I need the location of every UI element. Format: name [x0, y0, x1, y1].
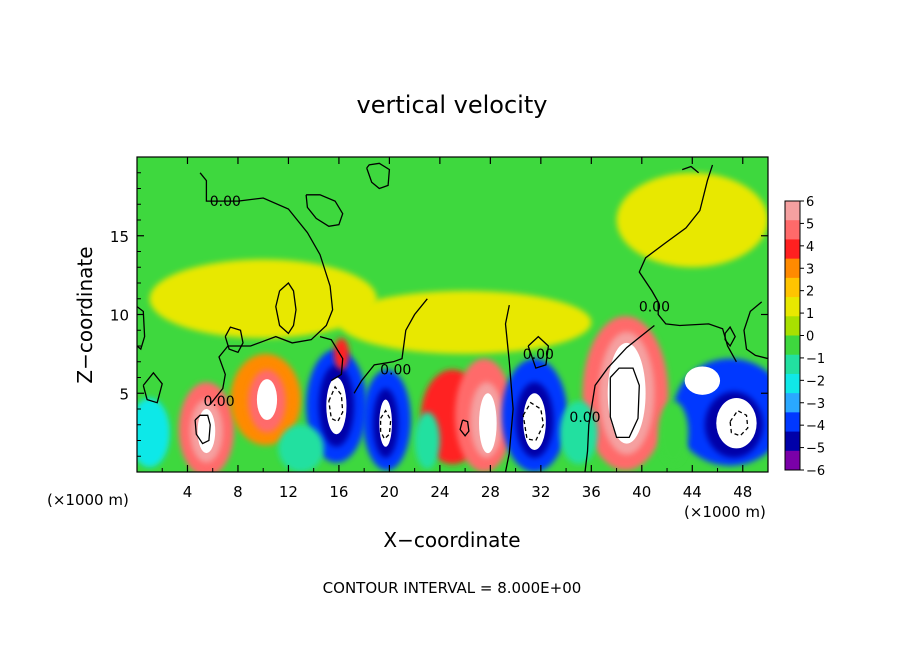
- y-axis-label: Z−coordinate: [73, 246, 97, 383]
- heatmap-cell: [607, 342, 646, 444]
- contour-line-negative: [328, 385, 344, 423]
- colorbar-swatch: [785, 258, 800, 279]
- contour-line-negative: [379, 409, 392, 440]
- contour-line-zero: [743, 301, 768, 360]
- contour-line-zero: [194, 414, 211, 445]
- heatmap-cell: [149, 259, 377, 339]
- colorbar-swatch: [785, 297, 800, 317]
- colorbar-label: 3: [806, 262, 814, 277]
- contour-line-negative: [522, 401, 545, 442]
- colorbar: 6 5 4 3 2 1 0 −1 −2 −3 −4 −5 −6: [784, 195, 825, 479]
- colorbar-swatch: [785, 201, 800, 221]
- heatmap-cell: [523, 393, 546, 450]
- contour-line-zero: [584, 324, 655, 472]
- contour-line-zero: [305, 194, 344, 227]
- contour-label: 0.00: [569, 410, 600, 426]
- heatmap-cell: [658, 401, 689, 465]
- x-unit-right: (×1000 m): [684, 503, 766, 521]
- contour-label: 0.00: [203, 394, 234, 410]
- x-tick-label: 8: [233, 483, 243, 501]
- contour-line-zero: [366, 162, 391, 190]
- contour-line-zero: [353, 298, 428, 394]
- contour-line-zero: [609, 367, 640, 439]
- heatmap-cell: [338, 290, 592, 354]
- colorbar-label: 1: [806, 307, 814, 322]
- contour-line-zero: [504, 304, 514, 472]
- x-tick-label: 24: [430, 483, 449, 501]
- x-tick-label: 20: [380, 483, 399, 501]
- colorbar-swatch: [785, 393, 800, 413]
- y-axis-ticks: 5 10 15: [110, 172, 768, 457]
- contour-line-zero: [459, 419, 470, 437]
- heatmap-cell: [684, 366, 721, 395]
- colorbar-swatch: [785, 316, 800, 336]
- colorbar-label: 0: [806, 330, 814, 345]
- x-tick-label: 16: [329, 483, 348, 501]
- colorbar-swatch: [785, 220, 800, 240]
- heatmap-cell: [326, 377, 347, 435]
- colorbar-swatch: [785, 373, 800, 394]
- x-tick-label: 12: [279, 483, 298, 501]
- y-tick-label: 10: [110, 307, 129, 325]
- colorbar-label: 2: [806, 285, 814, 300]
- heatmap-cell: [716, 397, 757, 449]
- x-tick-label: 44: [683, 483, 702, 501]
- colorbar-swatch: [785, 335, 800, 356]
- contour-line-zero: [224, 326, 244, 354]
- x-unit-left: (×1000 m): [47, 491, 129, 509]
- colorbar-swatch: [785, 277, 800, 298]
- contour-line-zero: [275, 282, 297, 335]
- colorbar-label: 6: [806, 195, 814, 210]
- x-tick-label: 48: [733, 483, 752, 501]
- colorbar-label: −4: [806, 419, 825, 434]
- colorbar-label: −6: [806, 464, 825, 479]
- contour-label: 0.00: [639, 300, 670, 316]
- contour-lines: [137, 162, 768, 472]
- colorbar-label: −2: [806, 374, 825, 389]
- x-tick-label: 36: [582, 483, 601, 501]
- contour-line-zero: [137, 306, 146, 351]
- y-tick-label: 5: [119, 385, 129, 403]
- heatmap-cell: [137, 397, 170, 468]
- heatmap-cell: [414, 412, 440, 469]
- x-tick-label: 32: [531, 483, 550, 501]
- colorbar-label: 4: [806, 240, 814, 255]
- heatmap-cell: [256, 379, 278, 421]
- contour-line-zero: [681, 165, 700, 174]
- colorbar-swatch: [785, 431, 800, 452]
- colorbar-swatch: [785, 450, 800, 471]
- contour-line-zero: [199, 172, 334, 405]
- x-tick-label: 28: [481, 483, 500, 501]
- contour-interval-note: CONTOUR INTERVAL = 8.000E+00: [323, 579, 582, 597]
- plot-area: 0.00 0.00 0.00 0.00 0.00 0.00: [136, 156, 769, 473]
- colorbar-label: −3: [806, 397, 825, 412]
- contour-line-zero: [638, 164, 737, 363]
- colorbar-label: −1: [806, 352, 825, 367]
- colorbar-swatch: [785, 239, 800, 260]
- contour-labels: 0.00 0.00 0.00 0.00 0.00 0.00: [203, 194, 670, 426]
- contour-label: 0.00: [210, 194, 241, 210]
- contour-line-negative: [729, 409, 749, 437]
- contour-line-zero: [142, 371, 163, 404]
- contour-label: 0.00: [523, 347, 554, 363]
- x-tick-label: 4: [183, 483, 193, 501]
- heatmap-cell: [479, 393, 497, 454]
- contour-line-zero: [527, 335, 550, 369]
- x-axis-ticks: 4 8 12 16 20 24 28 32 36 40 44 48: [161, 157, 752, 501]
- heatmap-cell: [333, 338, 350, 370]
- y-tick-label: 15: [110, 228, 129, 246]
- heatmap-cell: [278, 424, 324, 472]
- chart-title: vertical velocity: [357, 91, 548, 119]
- x-axis-label: X−coordinate: [383, 528, 520, 552]
- contour-label: 0.00: [380, 363, 411, 379]
- colorbar-label: 5: [806, 217, 814, 232]
- x-tick-label: 40: [632, 483, 651, 501]
- colorbar-swatch: [785, 354, 800, 375]
- colorbar-label: −5: [806, 442, 825, 457]
- contour-line-zero: [319, 335, 344, 382]
- colorbar-swatch: [785, 412, 800, 433]
